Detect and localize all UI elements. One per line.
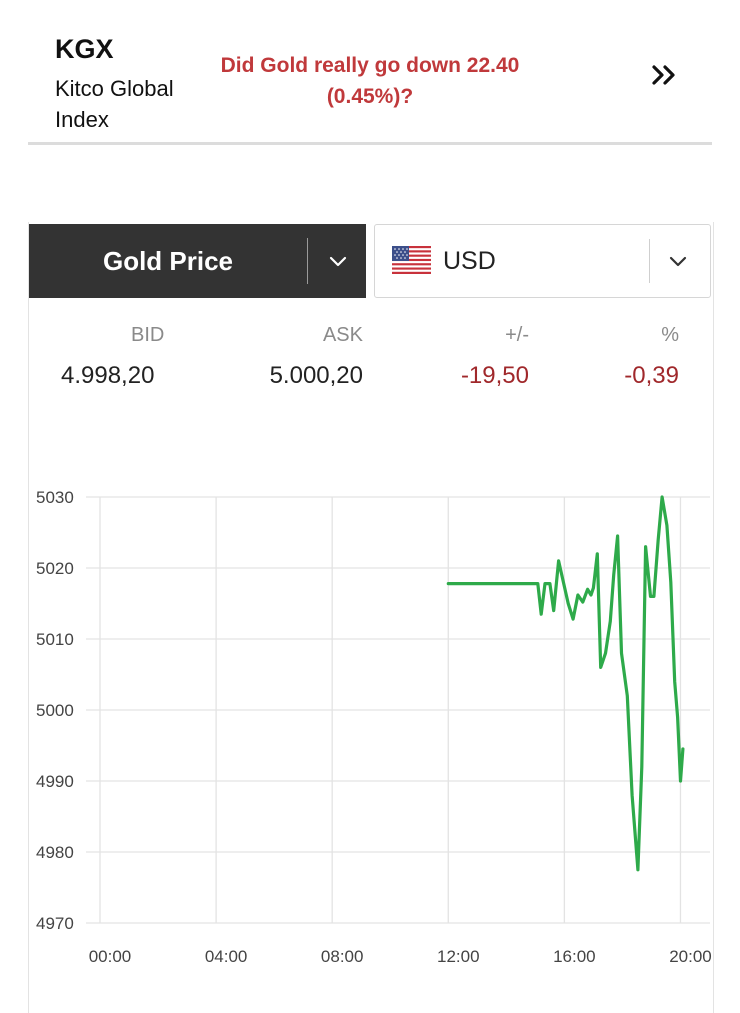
y-tick-label: 5030: [36, 488, 74, 507]
metal-selector-label: Gold Price: [102, 246, 234, 276]
y-tick-label: 4980: [36, 843, 74, 862]
currency-selector-divider: [649, 239, 650, 283]
double-chevron-right-icon[interactable]: [648, 58, 682, 92]
bid-header: BID: [131, 324, 165, 346]
bid-value: 4.998,20: [61, 362, 155, 389]
metal-selector[interactable]: Gold Price: [29, 224, 366, 298]
us-flag-icon: [392, 246, 431, 274]
x-tick-label: 04:00: [205, 947, 248, 966]
kgx-index-name: Kitco Global Index: [55, 76, 174, 132]
currency-selector[interactable]: USD: [374, 224, 711, 298]
x-tick-label: 20:00: [669, 947, 712, 966]
ask-value: 5.000,20: [269, 362, 363, 389]
y-tick-label: 5020: [36, 559, 74, 578]
ask-header: ASK: [322, 324, 363, 346]
x-tick-label: 12:00: [437, 947, 480, 966]
change-value: -19,50: [460, 362, 529, 389]
y-tick-label: 5000: [36, 701, 74, 720]
currency-selector-label: USD: [443, 247, 496, 275]
chevron-down-icon[interactable]: [327, 250, 349, 272]
percent-value: -0,39: [624, 362, 679, 389]
percent-header: %: [661, 324, 679, 346]
price-panel: [28, 222, 714, 1013]
change-header: +/-: [505, 324, 529, 346]
x-tick-label: 00:00: [89, 947, 132, 966]
metal-selector-divider: [307, 238, 308, 284]
kgx-code: KGX: [55, 34, 114, 64]
y-tick-label: 4990: [36, 772, 74, 791]
y-tick-label: 4970: [36, 914, 74, 933]
y-tick-label: 5010: [36, 630, 74, 649]
x-tick-label: 16:00: [553, 947, 596, 966]
chevron-down-icon[interactable]: [667, 250, 689, 272]
price-line: [446, 495, 685, 872]
kgx-banner[interactable]: KGX Kitco Global Index Did Gold really g…: [28, 18, 712, 145]
x-tick-label: 08:00: [321, 947, 364, 966]
kgx-question-link[interactable]: Did Gold really go down 22.40 (0.45%)?: [220, 54, 520, 108]
